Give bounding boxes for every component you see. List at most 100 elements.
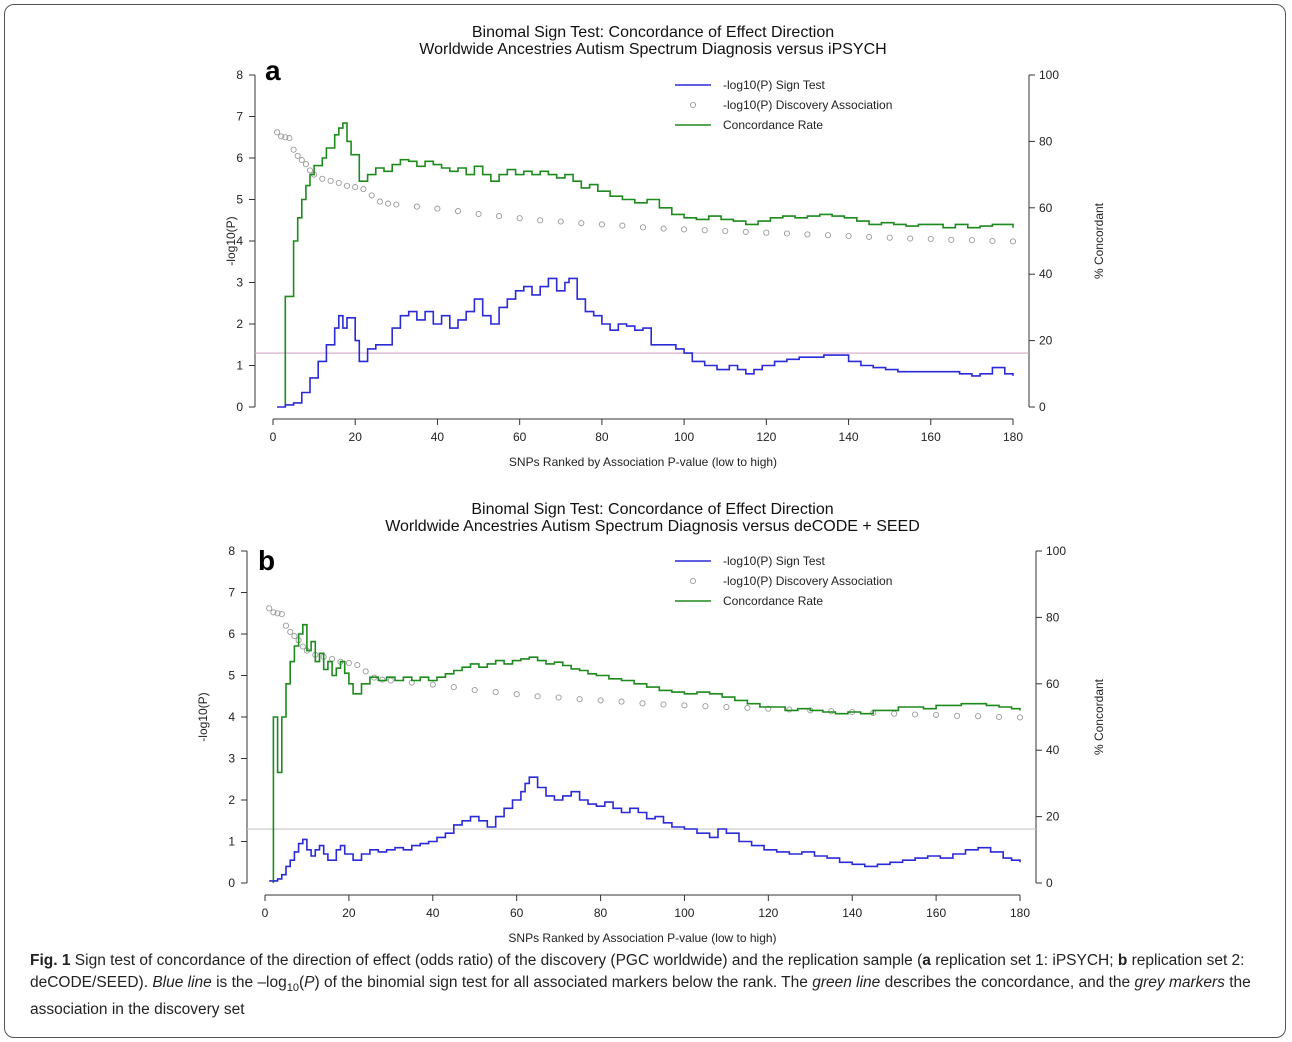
- panel-a-discovery-point: [298, 157, 305, 164]
- panel-b-discovery-point: [891, 710, 898, 717]
- panel-b-discovery-point: [291, 633, 298, 640]
- panel-b-title-line-1: Binomal Sign Test: Concordance of Effect…: [471, 501, 833, 518]
- panel-b-y-left-tick-label: 1: [228, 835, 235, 849]
- panel-b-legend-label-3: Concordance Rate: [723, 594, 823, 608]
- panel-a-discovery-point: [286, 135, 293, 142]
- panel-a-discovery-point: [866, 233, 873, 240]
- panel-a-x-tick-label: 20: [349, 430, 363, 444]
- panel-b-y-left-tick-label: 0: [228, 876, 235, 890]
- caption-p: P: [304, 974, 315, 991]
- caption-text-2: replication set 1: iPSYCH;: [930, 952, 1118, 969]
- panel-a-x-axis-label: SNPs Ranked by Association P-value (low …: [509, 455, 777, 469]
- panel-b-discovery-point: [513, 691, 520, 698]
- panel-b-discovery-point: [492, 689, 499, 696]
- panel-a-y-right-tick-label: 0: [1039, 400, 1046, 414]
- caption-grey-markers: grey markers: [1134, 974, 1225, 991]
- panel-b-discovery-point: [995, 713, 1003, 721]
- panel-b-y-left-tick-label: 6: [228, 627, 235, 641]
- panel-a-discovery-point: [368, 192, 375, 199]
- panel-a-discovery-point: [294, 152, 301, 159]
- panel-a-discovery-point: [886, 234, 893, 241]
- panel-b-y-left-tick-label: 3: [228, 752, 235, 766]
- panel-b-discovery-point: [534, 693, 541, 700]
- panel-a-discovery-point: [927, 235, 934, 242]
- panel-a-discovery-point: [619, 222, 626, 229]
- panel-b-discovery-point: [345, 659, 352, 667]
- panel-a-y-right-tick-label: 40: [1039, 267, 1053, 281]
- panel-b-discovery-point: [744, 704, 751, 711]
- panel-a-discovery-point: [824, 232, 832, 239]
- caption-text-4: is the –log: [211, 974, 287, 991]
- panel-a-discovery-point: [343, 182, 351, 189]
- panel-b-discovery-point: [471, 686, 478, 694]
- panel-a-y-left-tick-label: 2: [236, 317, 243, 331]
- panel-a-discovery-point: [537, 217, 544, 224]
- panel-b-y-right-tick-label: 60: [1046, 677, 1060, 691]
- panel-b-x-tick-label: 60: [510, 906, 524, 920]
- panel-b-discovery-point: [379, 676, 386, 683]
- caption-text-7: describes the concordance, and the: [880, 974, 1135, 991]
- panel-b-discovery-point: [329, 655, 336, 662]
- panel-b-discovery-point: [954, 712, 961, 719]
- panel-a-discovery-point: [660, 225, 667, 232]
- panel-b-y-right-tick-label: 20: [1046, 810, 1060, 824]
- panel-a-x-tick-label: 0: [270, 430, 277, 444]
- panel-a-discovery-point: [413, 203, 420, 210]
- panel-b-discovery-point: [765, 705, 772, 712]
- panel-b-discovery-point: [270, 609, 277, 616]
- panel-b-legend-label-2: -log10(P) Discovery Association: [723, 574, 892, 588]
- panel-b-discovery-point: [681, 702, 688, 709]
- panel-a-x-tick-label: 40: [431, 430, 445, 444]
- panel-a-discovery-point: [360, 186, 367, 193]
- panel-b-discovery-point: [639, 700, 646, 707]
- panel-b-y-right-tick-label: 100: [1046, 544, 1066, 558]
- panel-a-legend-label-1: -log10(P) Sign Test: [723, 78, 825, 92]
- panel-b-discovery-point: [660, 701, 667, 708]
- panel-a-discovery-point: [989, 237, 996, 245]
- panel-a-discovery-point: [845, 232, 852, 240]
- panel-a-discovery-point: [282, 134, 289, 141]
- panel-a-label: a: [265, 55, 281, 86]
- panel-b-discovery-point: [354, 662, 361, 669]
- panel-b-discovery-point: [702, 703, 709, 710]
- panel-a-discovery-point: [804, 231, 811, 238]
- caption-text-3: replication set 2: deCODE/SEED).: [30, 952, 1245, 991]
- caption-bold-b: b: [1117, 952, 1128, 969]
- panel-b-y-left-tick-label: 4: [228, 710, 235, 724]
- panel-b-discovery-point: [362, 668, 369, 675]
- panel-a-x-tick-label: 180: [1003, 430, 1023, 444]
- panel-a-title-line-2: Worldwide Ancestries Autism Spectrum Dia…: [419, 41, 886, 58]
- panel-a-discovery-point: [557, 218, 564, 225]
- panel-a-discovery-point: [352, 184, 359, 191]
- panel-b-discovery-point: [975, 713, 982, 720]
- caption-text-1: Sign test of concordance of the directio…: [70, 952, 923, 969]
- panel-a-discovery-point: [639, 224, 647, 231]
- panel-a-legend-label-3: Concordance Rate: [723, 118, 823, 132]
- panel-b-discovery-point: [282, 622, 290, 629]
- panel-a-discovery-point: [742, 228, 749, 235]
- panel-b-legend-marker-discovery: [689, 577, 697, 585]
- panel-b-x-tick-label: 80: [594, 906, 608, 920]
- caption-text-5: (: [299, 974, 305, 991]
- caption-bold-a: a: [922, 952, 931, 969]
- panel-a-discovery-point: [763, 229, 770, 236]
- panel-a-x-tick-label: 100: [674, 430, 694, 444]
- panel-b-label: b: [258, 545, 275, 576]
- panel-b-x-tick-label: 140: [842, 906, 862, 920]
- panel-b-discovery-point: [287, 628, 294, 635]
- panel-a-discovery-point: [319, 175, 326, 182]
- panel-b-x-tick-label: 120: [758, 906, 778, 920]
- panel-b-discovery-point: [576, 696, 583, 703]
- panel-b-discovery-point: [266, 605, 273, 612]
- panel-a-discovery-point: [475, 210, 482, 218]
- panel-b-y-left-tick-label: 2: [228, 793, 235, 807]
- panel-b-legend-label-1: -log10(P) Sign Test: [723, 554, 825, 568]
- panel-b-x-axis-label: SNPs Ranked by Association P-value (low …: [508, 931, 776, 945]
- panel-b-y-left-tick-label: 5: [228, 669, 235, 683]
- panel-b-discovery-point: [299, 643, 306, 650]
- panel-a-y-left-axis-label: -log10(P): [224, 216, 238, 265]
- panel-a-discovery-point: [376, 198, 383, 205]
- panel-b-x-tick-label: 180: [1010, 906, 1030, 920]
- panel-a-discovery-point: [598, 221, 605, 228]
- panel-a-discovery-point: [306, 167, 314, 174]
